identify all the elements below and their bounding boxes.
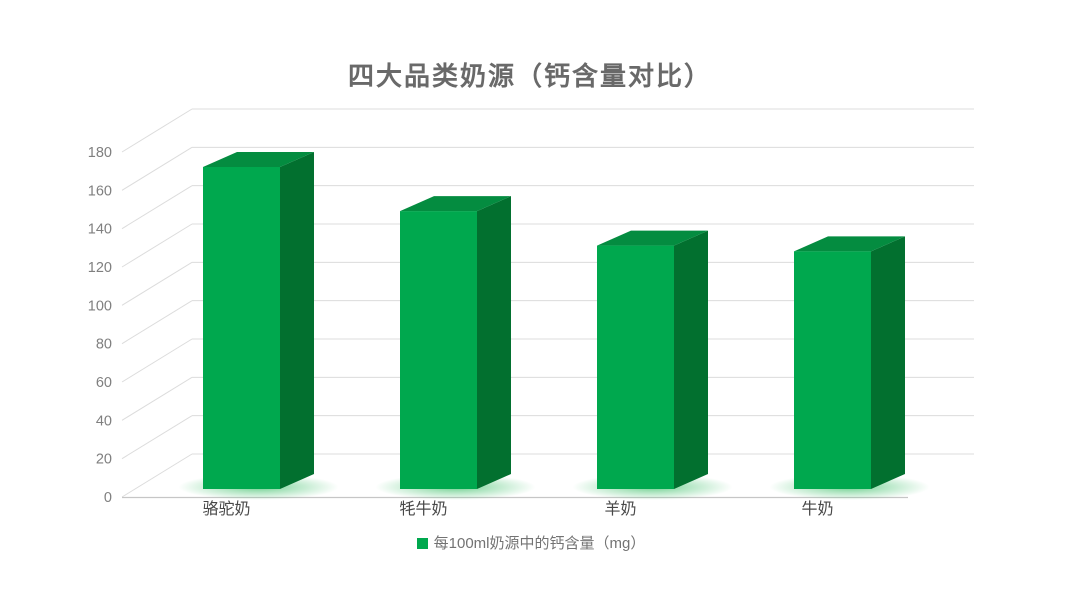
y-axis-tick-label: 40 bbox=[96, 413, 112, 429]
bar bbox=[375, 196, 536, 500]
y-axis-tick-label: 120 bbox=[88, 260, 112, 276]
gridline-diagonal bbox=[121, 185, 193, 230]
bar-top-face bbox=[400, 196, 511, 212]
gridline-diagonal bbox=[121, 261, 193, 306]
y-axis-tick-label: 180 bbox=[88, 145, 112, 161]
gridline-diagonal bbox=[121, 338, 193, 383]
y-axis-tick-label: 160 bbox=[88, 183, 112, 199]
y-axis-tick-label: 140 bbox=[88, 222, 112, 238]
bar-side-face bbox=[280, 152, 314, 489]
bar-front-face bbox=[400, 211, 477, 490]
bar-side-face bbox=[477, 196, 511, 490]
gridline-diagonal bbox=[121, 146, 193, 191]
bar bbox=[572, 230, 733, 500]
x-axis-category-label: 羊奶 bbox=[604, 500, 636, 518]
x-axis-category-label: 牛奶 bbox=[801, 500, 833, 518]
gridline-diagonal bbox=[121, 376, 193, 421]
bar-front-face bbox=[794, 251, 871, 489]
gridline-diagonal bbox=[121, 223, 193, 268]
x-axis-category-label: 骆驼奶 bbox=[202, 500, 250, 518]
y-axis-tick-label: 60 bbox=[96, 375, 112, 391]
bar-side-face bbox=[871, 236, 905, 489]
legend-label: 每100ml奶源中的钙含量（mg） bbox=[433, 535, 646, 552]
legend-swatch bbox=[416, 538, 428, 549]
x-axis-category-label: 牦牛奶 bbox=[399, 500, 447, 518]
y-axis-tick-label: 20 bbox=[96, 452, 112, 468]
gridline-diagonal bbox=[121, 415, 193, 460]
bar-top-face bbox=[597, 230, 708, 246]
bar-top-face bbox=[794, 236, 905, 252]
y-axis-tick-label: 100 bbox=[88, 298, 112, 314]
bar bbox=[178, 152, 339, 500]
bar-front-face bbox=[597, 245, 674, 489]
bar-top-face bbox=[203, 152, 314, 167]
chart-title: 四大品类奶源（钙含量对比） bbox=[347, 61, 712, 91]
bar-side-face bbox=[674, 230, 708, 490]
gridline-diagonal bbox=[121, 453, 193, 498]
bar-front-face bbox=[203, 167, 280, 489]
y-axis-tick-label: 80 bbox=[96, 337, 112, 353]
gridline-diagonal bbox=[121, 300, 193, 345]
y-axis-tick-label: 0 bbox=[104, 490, 112, 506]
bar bbox=[769, 236, 930, 500]
legend: 每100ml奶源中的钙含量（mg） bbox=[0, 532, 1062, 553]
gridline-diagonal bbox=[121, 108, 193, 153]
